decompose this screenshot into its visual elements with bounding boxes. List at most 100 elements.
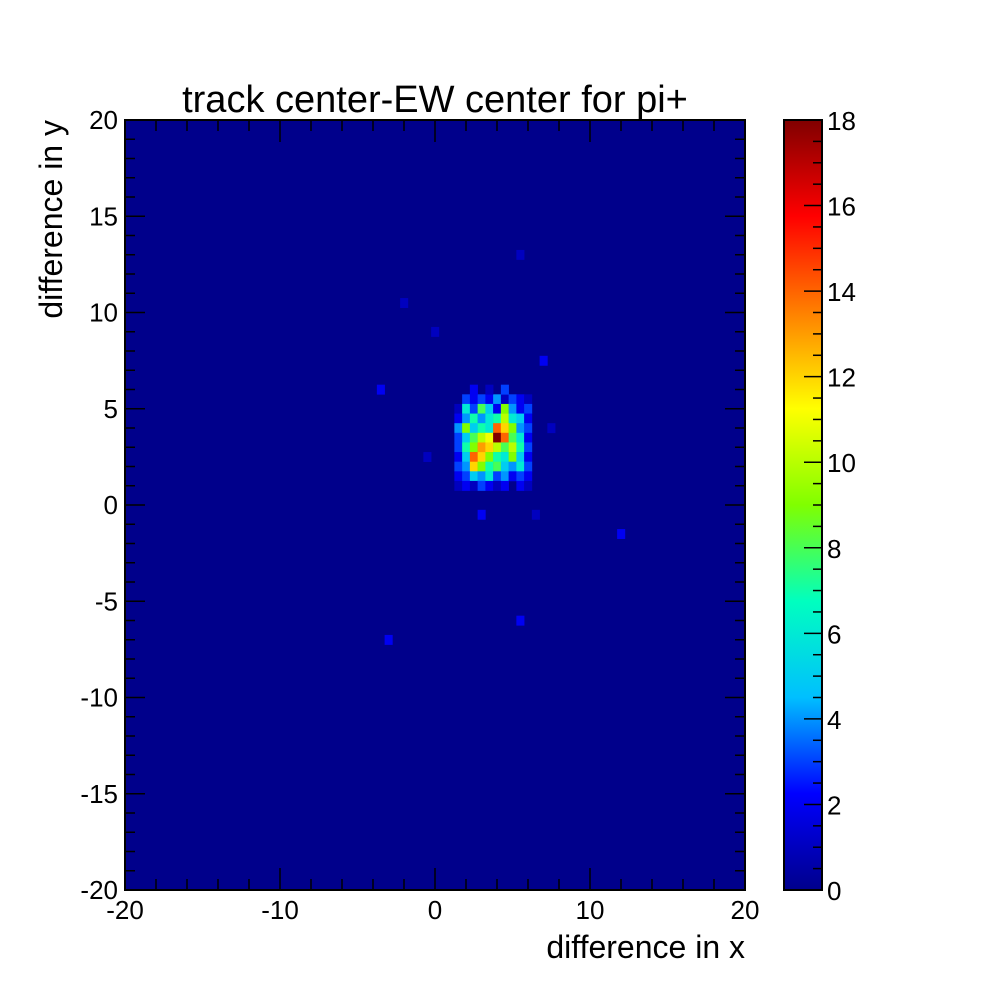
z-tick-label: 0 — [827, 876, 841, 906]
y-axis-label: difference in y — [33, 120, 69, 319]
heatmap-bin — [477, 471, 486, 482]
heatmap-bin — [524, 423, 533, 434]
heatmap-bin — [500, 442, 509, 453]
bins-layer — [376, 249, 626, 645]
heatmap-bin — [400, 298, 409, 308]
heatmap-bin — [500, 452, 509, 462]
heatmap-bin — [462, 442, 471, 453]
z-tick-label: 10 — [827, 448, 856, 478]
heatmap-bin — [469, 432, 478, 443]
heatmap-bin — [493, 442, 502, 453]
heatmap-bin — [454, 452, 463, 462]
heatmap-bin — [462, 480, 471, 491]
heatmap-bin — [469, 442, 478, 453]
heatmap-bin — [477, 403, 486, 414]
heatmap-bin — [500, 461, 509, 472]
z-tick-label: 6 — [827, 619, 841, 649]
heatmap-bin — [500, 384, 509, 395]
heatmap-bin — [485, 480, 494, 491]
heatmap-bin — [524, 461, 533, 472]
heatmap-bin — [477, 423, 486, 434]
heatmap-bin — [485, 471, 494, 482]
heatmap-bin — [617, 529, 626, 539]
z-tick-label: 14 — [827, 277, 856, 307]
heatmap-bin — [462, 423, 471, 434]
heatmap-bin — [376, 384, 385, 395]
plot-frame — [124, 119, 746, 891]
heatmap-bin — [493, 471, 502, 482]
heatmap-bin — [469, 384, 478, 395]
heatmap-bin — [454, 432, 463, 443]
z-tick-label: 16 — [827, 192, 856, 222]
heatmap-bin — [454, 413, 463, 424]
heatmap-bin — [477, 394, 486, 405]
x-tick-label: 10 — [576, 895, 605, 925]
heatmap-bin — [462, 413, 471, 424]
plot-frame-background — [125, 120, 745, 890]
heatmap-bin — [485, 432, 494, 443]
heatmap-bin — [508, 452, 517, 462]
heatmap-bin — [516, 403, 525, 414]
heatmap-bin — [477, 432, 486, 443]
heatmap-bin — [462, 461, 471, 472]
heatmap-bin — [524, 413, 533, 424]
heatmap-bin — [524, 403, 533, 414]
heatmap-bin — [469, 423, 478, 434]
heatmap-bin — [524, 442, 533, 453]
heatmap-bin — [493, 394, 502, 405]
heatmap-bin — [485, 394, 494, 405]
heatmap-bin — [516, 452, 525, 462]
colorbar-axis: 0 2 4 6 8 10 12 14 16 18 — [804, 106, 856, 906]
heatmap-bin — [485, 413, 494, 424]
heatmap-bin — [500, 394, 509, 405]
axis-layer: -20 -10 0 10 20 -20 -15 -10 -5 0 5 10 15 20 — [80, 105, 759, 925]
heatmap-bin — [454, 403, 463, 414]
heatmap-bin — [462, 394, 471, 405]
heatmap-bin — [493, 480, 502, 491]
heatmap-bin — [477, 442, 486, 453]
heatmap-bin — [500, 413, 509, 424]
heatmap-bin — [524, 432, 533, 443]
heatmap-bin — [516, 394, 525, 405]
y-tick-label: 15 — [89, 201, 118, 231]
heatmap-bin — [469, 461, 478, 472]
x-tick-label: -20 — [106, 895, 144, 925]
heatmap-bin — [508, 471, 517, 482]
y-tick-label: 5 — [104, 394, 118, 424]
y-tick-label: -10 — [80, 683, 118, 713]
heatmap-bin — [493, 423, 502, 434]
z-tick-label: 12 — [827, 363, 856, 393]
heatmap-bin — [508, 403, 517, 414]
heatmap-bin — [508, 413, 517, 424]
heatmap-bin — [516, 249, 525, 260]
heatmap-bin — [531, 509, 540, 520]
heatmap-bin — [469, 403, 478, 414]
y-tick-label: 10 — [89, 298, 118, 328]
heatmap-bin — [454, 471, 463, 482]
heatmap-bin — [500, 423, 509, 434]
heatmap-bin — [547, 423, 556, 434]
heatmap-bin — [477, 461, 486, 472]
heatmap-bin — [524, 452, 533, 462]
x-axis-label: difference in x — [546, 929, 745, 965]
heatmap-bin — [462, 432, 471, 443]
heatmap-bin — [508, 442, 517, 453]
x-tick-label: 20 — [731, 895, 760, 925]
heatmap-bin — [485, 461, 494, 472]
heatmap-bin — [500, 480, 509, 491]
heatmap-bin — [454, 423, 463, 434]
y-tick-label: -15 — [80, 779, 118, 809]
y-tick-label: -5 — [95, 586, 118, 616]
heatmap-bin — [469, 452, 478, 462]
z-tick-label: 8 — [827, 534, 841, 564]
heatmap-bin — [516, 461, 525, 472]
heatmap-bin — [524, 471, 533, 482]
y-tick-label: -20 — [80, 875, 118, 905]
z-tick-label: 2 — [827, 790, 841, 820]
heatmap-bin — [500, 471, 509, 482]
heatmap-bin — [493, 403, 502, 414]
chart-title: track center-EW center for pi+ — [182, 79, 688, 121]
heatmap-bin — [493, 432, 502, 443]
heatmap-bin — [477, 509, 486, 520]
heatmap-bin — [431, 326, 440, 337]
